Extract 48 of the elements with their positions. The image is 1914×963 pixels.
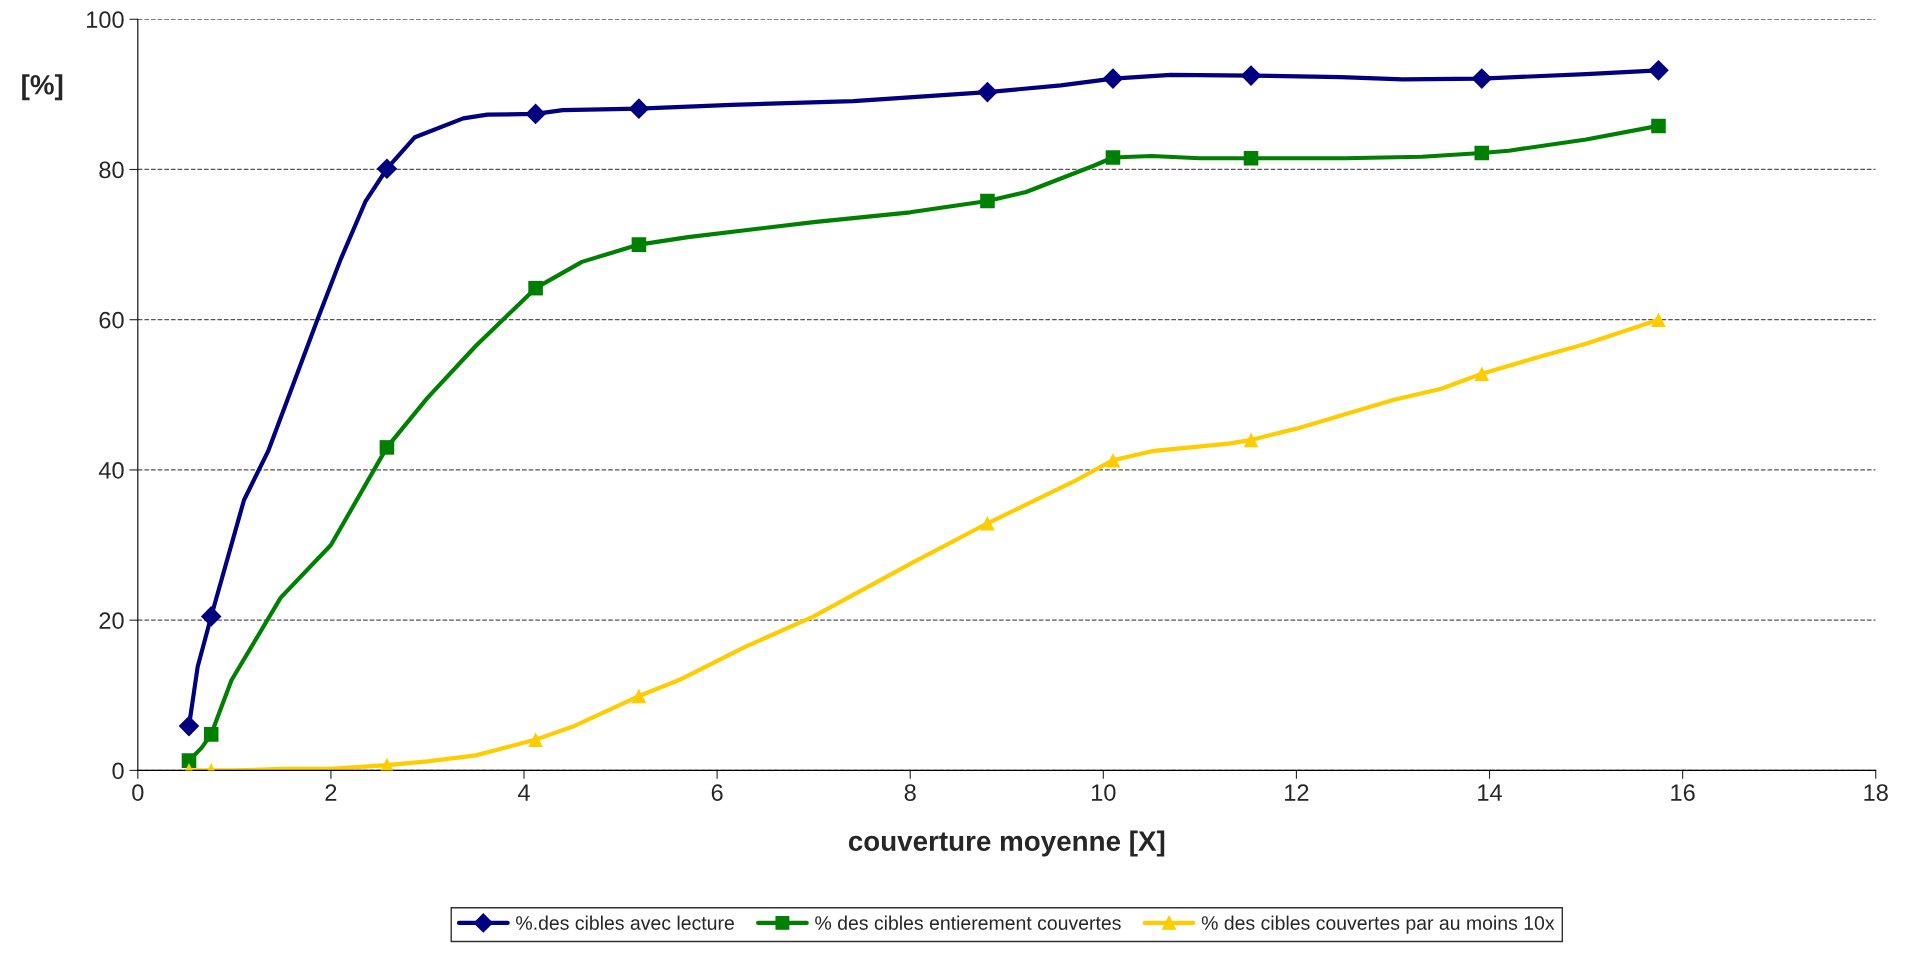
point <box>178 715 200 737</box>
point <box>1651 118 1666 134</box>
point <box>631 688 647 704</box>
x-tick-label: 6 <box>711 784 723 801</box>
point <box>528 280 543 296</box>
point <box>200 606 222 627</box>
x-tick-label: 0 <box>132 784 144 801</box>
y-tick-label: 100 <box>87 11 124 29</box>
x-tick-label: 8 <box>904 784 916 801</box>
point <box>1240 65 1262 86</box>
point <box>980 193 995 209</box>
point <box>1471 68 1493 89</box>
point <box>1474 366 1490 382</box>
x-tick-label: 16 <box>1671 784 1695 801</box>
x-axis-title: couverture moyenne [X] <box>848 830 1165 857</box>
point <box>528 732 543 747</box>
x-tick-label: 18 <box>1864 784 1888 801</box>
y-tick-label: 80 <box>99 161 124 179</box>
point <box>525 103 546 125</box>
point <box>1243 432 1259 448</box>
y-tick-label: 20 <box>99 612 124 629</box>
point <box>1648 60 1669 81</box>
point <box>631 237 647 252</box>
y-axis-title: [%] <box>22 74 63 101</box>
point <box>977 81 998 103</box>
point <box>379 440 395 455</box>
point <box>203 727 219 742</box>
y-tick-label: 60 <box>99 311 124 329</box>
point <box>1651 312 1666 327</box>
point <box>1243 150 1259 166</box>
point <box>376 158 398 180</box>
point <box>1105 150 1121 165</box>
point <box>1105 452 1121 468</box>
x-tick-label: 14 <box>1478 784 1502 801</box>
point <box>1102 68 1124 89</box>
point <box>181 753 197 768</box>
y-tick-label: 0 <box>112 762 124 780</box>
point <box>628 98 650 119</box>
point <box>1474 145 1490 161</box>
x-tick-label: 12 <box>1285 784 1309 801</box>
y-tick-label: 40 <box>98 462 124 479</box>
x-tick-label: 2 <box>325 784 337 801</box>
x-tick-label: 4 <box>517 784 530 801</box>
legend-label: %.des cibles avec lecture <box>516 915 734 930</box>
legend-label: % des cibles entierement couvertes <box>815 915 1121 930</box>
x-tick-label: 10 <box>1091 784 1116 801</box>
point <box>980 515 995 531</box>
legend-label: % des cibles couvertes par au moins 10x <box>1201 915 1555 934</box>
